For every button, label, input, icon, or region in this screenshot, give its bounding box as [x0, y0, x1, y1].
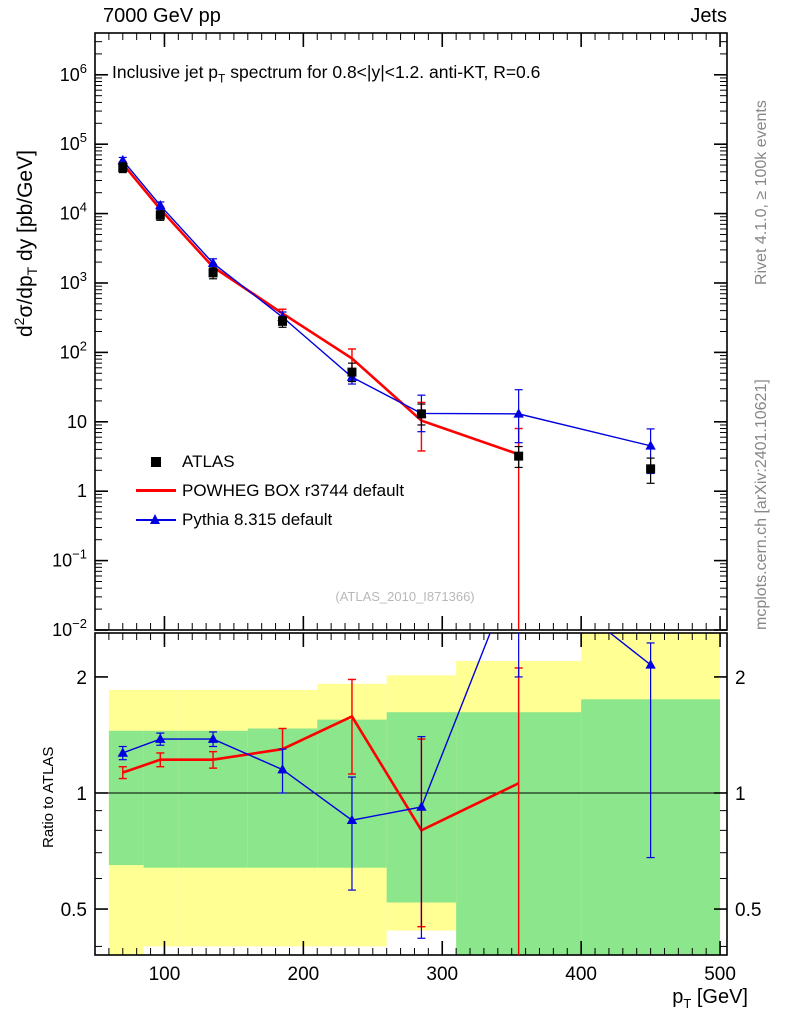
ratio-band-inner-bin: [108, 730, 144, 866]
main-y-tick-label: 102: [60, 338, 87, 362]
legend-item-atlas: ATLAS: [130, 447, 404, 476]
ratio-y-tick-label-left: 1: [76, 784, 87, 805]
main-y-tick-label: 10−1: [52, 547, 87, 571]
legend-label-powheg: POWHEG BOX r3744 default: [182, 480, 405, 500]
atlas-square-marker-icon: [151, 456, 161, 467]
main-y-tick-label: 106: [60, 61, 87, 85]
powheg-marker-cell: [130, 489, 182, 492]
main-series-pythia-8-315-default: [117, 154, 656, 475]
x-tick-label: 300: [426, 964, 458, 985]
ratio-y-tick-label-right: 2: [735, 668, 746, 689]
legend-label-pythia: Pythia 8.315 default: [182, 509, 333, 529]
ratio-y-tick-label-left: 0.5: [61, 900, 87, 921]
atlas-marker-cell: [130, 456, 182, 467]
x-tick-label: 200: [288, 964, 320, 985]
ratio-uncertainty-bands: [108, 633, 721, 955]
plot-title: Inclusive jet pT spectrum for 0.8<|y|<1.…: [112, 62, 540, 86]
main-y-axis-title: d2σ/dpT dy [pb/GeV]: [11, 150, 41, 337]
main-frame: [94, 32, 728, 631]
pythia-marker-cell: [130, 513, 182, 526]
ratio-y-tick-label-right: 1: [735, 784, 746, 805]
legend-label-atlas: ATLAS: [182, 451, 235, 471]
analysis-id-watermark: (ATLAS_2010_I871366): [335, 589, 475, 604]
main-y-tick-label: 105: [60, 130, 87, 154]
legend-item-powheg: POWHEG BOX r3744 default: [130, 476, 404, 505]
axis-ticks: [95, 33, 727, 955]
ratio-band-inner-bin: [143, 730, 179, 868]
plot-title-text: Inclusive jet p: [112, 62, 219, 82]
ratio-frame: [94, 632, 728, 956]
mcplots-credit-note: mcplots.cern.ch [arXiv:2401.10621]: [753, 379, 770, 630]
beam-energy-label: 7000 GeV pp: [103, 5, 221, 27]
pythia-triangle-line-marker-icon: [136, 513, 176, 526]
ratio-y-tick-label-right: 0.5: [735, 900, 761, 921]
x-tick-label: 100: [149, 964, 181, 985]
powheg-line-marker-icon: [136, 489, 176, 492]
ratio-y-axis-title: Ratio to ATLAS: [40, 746, 57, 848]
main-y-tick-label: 104: [60, 200, 87, 224]
ratio-y-tick-label-left: 2: [76, 668, 87, 689]
rivet-version-note: Rivet 4.1.0, ≥ 100k events: [753, 100, 770, 285]
plot-title-subscript: T: [218, 71, 226, 86]
plot-title-rest: spectrum for 0.8<|y|<1.2. anti-KT, R=0.6: [225, 62, 541, 82]
main-y-tick-label: 1: [77, 481, 87, 501]
x-tick-label: 400: [565, 964, 597, 985]
x-tick-label: 500: [704, 964, 736, 985]
main-y-tick-label: 10: [67, 412, 87, 432]
legend: ATLAS POWHEG BOX r3744 default Pythia 8.…: [130, 447, 404, 534]
ratio-series-pythia-8-315-default: [117, 633, 656, 939]
legend-item-pythia: Pythia 8.315 default: [130, 505, 404, 534]
process-group-label: Jets: [690, 5, 727, 27]
main-series-atlas: [118, 162, 656, 484]
x-axis-title: pT [GeV]: [672, 986, 748, 1011]
main-y-tick-label: 103: [60, 269, 87, 293]
main-y-tick-label: 10−2: [52, 616, 87, 640]
